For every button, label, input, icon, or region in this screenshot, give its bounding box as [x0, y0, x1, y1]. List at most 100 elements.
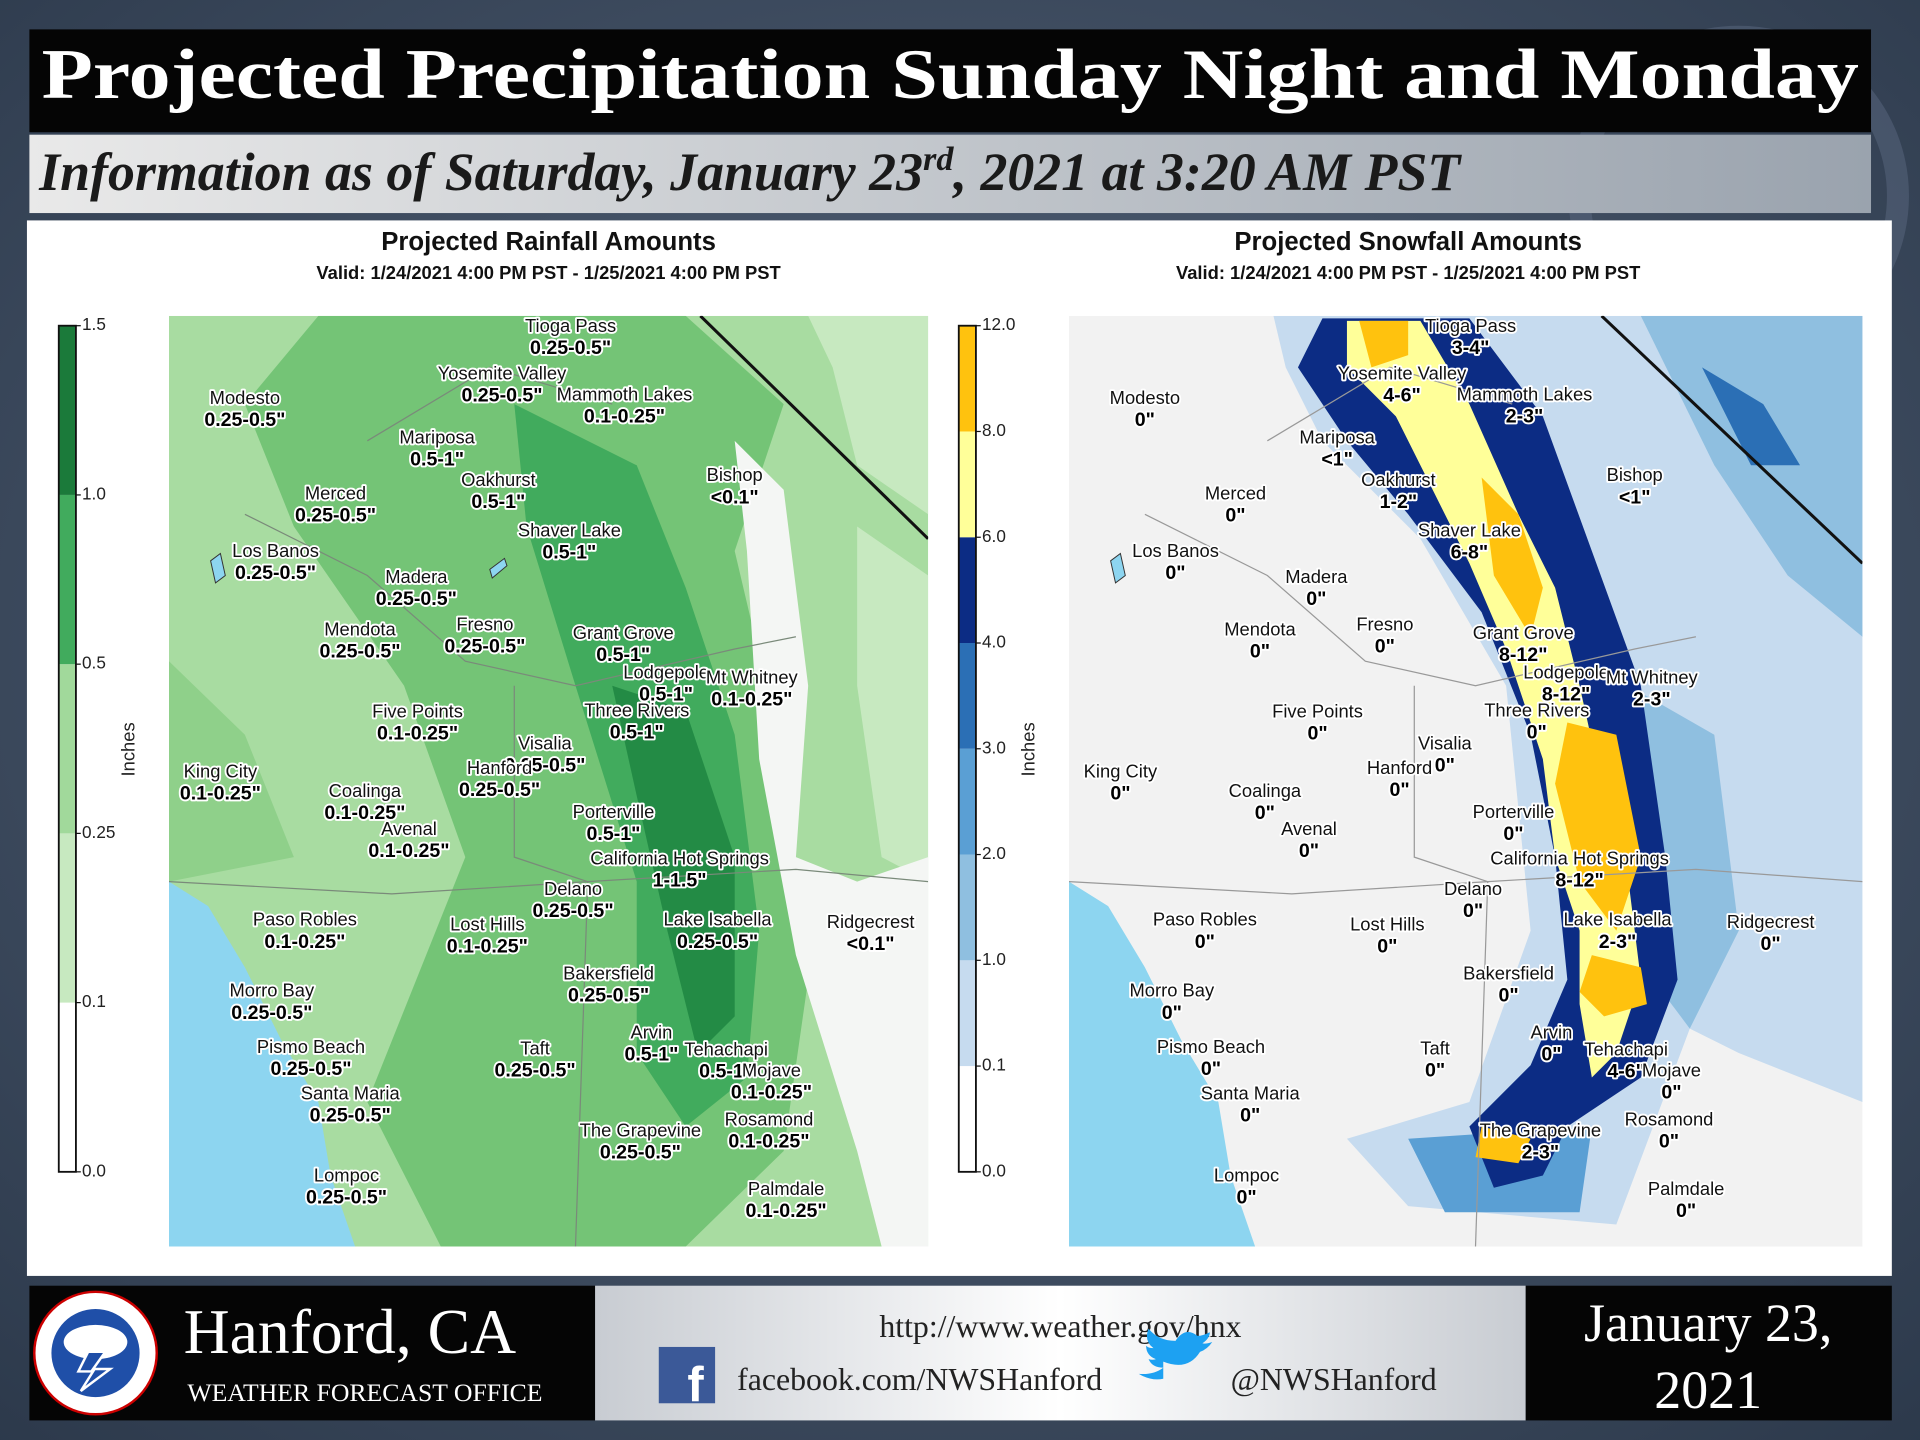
state-border	[699, 315, 929, 540]
place-name: Lodgepole	[623, 661, 709, 682]
place-name: Grant Grove	[573, 622, 674, 643]
map-title: Projected Rainfall Amounts	[381, 228, 716, 256]
place-amount: 4-6"	[1383, 385, 1421, 407]
place-name: Merced	[1205, 483, 1266, 504]
place-amount: 0.1-0.25"	[711, 688, 792, 710]
place-name: Morro Bay	[1129, 980, 1214, 1001]
colorbar-segment	[958, 325, 976, 432]
facebook-handle[interactable]: facebook.com/NWSHanford	[737, 1362, 1102, 1397]
place-name: Tioga Pass	[1425, 315, 1516, 336]
place-name: Avenal	[1281, 818, 1337, 839]
place-amount: 0.1-0.25"	[377, 723, 458, 745]
colorbar-segment	[958, 854, 976, 961]
place-amount: 0"	[1110, 783, 1130, 805]
place-amount: 0.1-0.25"	[584, 405, 665, 427]
place-name: Madera	[1285, 566, 1348, 587]
place-amount: 0.25-0.5"	[530, 337, 611, 359]
place-name: California Hot Springs	[590, 847, 769, 868]
place-amount: 0.1-0.25"	[731, 1081, 812, 1103]
place-name: Bishop	[707, 464, 763, 485]
place-name: Rosamond	[1625, 1108, 1714, 1129]
place-name: Mariposa	[1299, 426, 1375, 447]
place-amount: 0.1-0.25"	[447, 936, 528, 958]
place-name: The Grapevine	[1480, 1119, 1601, 1140]
colorbar-segment	[958, 748, 976, 855]
map-fill	[1481, 477, 1543, 637]
lake	[1110, 552, 1126, 584]
county-line	[367, 366, 613, 442]
place-name: Lompoc	[1214, 1165, 1279, 1186]
place-name: Rosamond	[725, 1108, 814, 1129]
colorbar-tick-label: 8.0	[982, 420, 1006, 440]
place-amount: 0"	[1375, 636, 1395, 658]
place-amount: 0.25-0.5"	[444, 636, 525, 658]
subtitle: Information as of Saturday, January 23rd…	[38, 140, 1462, 202]
county-line	[1267, 366, 1513, 442]
place-amount: 0"	[1761, 933, 1781, 955]
place-amount: 0"	[1236, 1187, 1256, 1209]
place-amount: 0"	[1306, 588, 1326, 610]
place-name: Visalia	[1418, 732, 1473, 753]
place-amount: 1-1.5"	[653, 870, 707, 892]
place-amount: 0.25-0.5"	[235, 562, 316, 584]
subtitle-text: , 2021 at 3:20 AM PST	[952, 142, 1463, 202]
place-name: Mojave	[742, 1059, 801, 1080]
colorbar-segment	[958, 537, 976, 644]
place-name: The Grapevine	[580, 1119, 701, 1140]
place-name: Santa Maria	[1201, 1083, 1301, 1104]
place-amount: 0"	[1541, 1043, 1561, 1065]
place-name: Ridgecrest	[1727, 911, 1815, 932]
colorbar-segment	[958, 1066, 976, 1172]
place-amount: 0"	[1390, 779, 1410, 801]
place-name: Lodgepole	[1523, 661, 1609, 682]
place-name: Morro Bay	[229, 980, 314, 1001]
place-amount: 0.25-0.5"	[600, 1141, 681, 1163]
map-fill	[168, 661, 294, 882]
place-name: Lompoc	[314, 1165, 379, 1186]
place-name: Oakhurst	[1361, 469, 1436, 490]
place-amount: 0.1-0.25"	[746, 1200, 827, 1222]
place-amount: 0.5-1"	[610, 721, 664, 743]
place-name: King City	[184, 761, 258, 782]
place-amount: <0.1"	[711, 486, 759, 508]
twitter-handle[interactable]: @NWSHanford	[1231, 1362, 1437, 1397]
place-amount: 0"	[1255, 802, 1275, 824]
place-amount: 0"	[1250, 641, 1270, 663]
twitter-icon[interactable]	[1138, 1328, 1213, 1380]
place-name: Arvin	[631, 1021, 673, 1042]
colorbar-tick-label: 1.0	[82, 483, 106, 503]
place-amount: 0.5-1"	[587, 823, 641, 845]
place-amount: 0"	[1162, 1002, 1182, 1024]
colorbar-frame	[57, 324, 77, 1173]
map-fill	[1359, 320, 1409, 368]
place-amount: 0"	[1299, 840, 1319, 862]
place-name: Porterville	[573, 801, 655, 822]
place-name: Mammoth Lakes	[557, 383, 693, 404]
place-name: Madera	[385, 566, 448, 587]
place-name: Bakersfield	[563, 963, 654, 984]
place-name: Mendota	[1224, 619, 1296, 640]
place-name: Tehachapi	[1584, 1039, 1668, 1060]
place-name: Lake Isabella	[663, 909, 772, 930]
map-fill	[808, 315, 929, 515]
place-name: Hanford	[1367, 757, 1432, 778]
place-name: Visalia	[518, 732, 573, 753]
place-amount: 0"	[1527, 721, 1547, 743]
place-name: Paso Robles	[253, 909, 357, 930]
place-name: Mt Whitney	[1606, 666, 1699, 687]
place-amount: 0.1-0.25"	[368, 840, 449, 862]
map-fill	[734, 440, 929, 1247]
place-name: Bishop	[1607, 464, 1663, 485]
footer-right	[1525, 1285, 1892, 1421]
place-amount: 1-2"	[1380, 491, 1418, 513]
facebook-icon[interactable]	[658, 1346, 716, 1404]
place-amount: 0"	[1498, 985, 1518, 1007]
place-name: Coalinga	[329, 780, 402, 801]
place-name: Hanford	[467, 757, 532, 778]
place-name: Bakersfield	[1463, 963, 1554, 984]
place-name: Delano	[544, 878, 602, 899]
place-name: Mt Whitney	[706, 666, 799, 687]
colorbar-tick-label: 6.0	[982, 526, 1006, 546]
